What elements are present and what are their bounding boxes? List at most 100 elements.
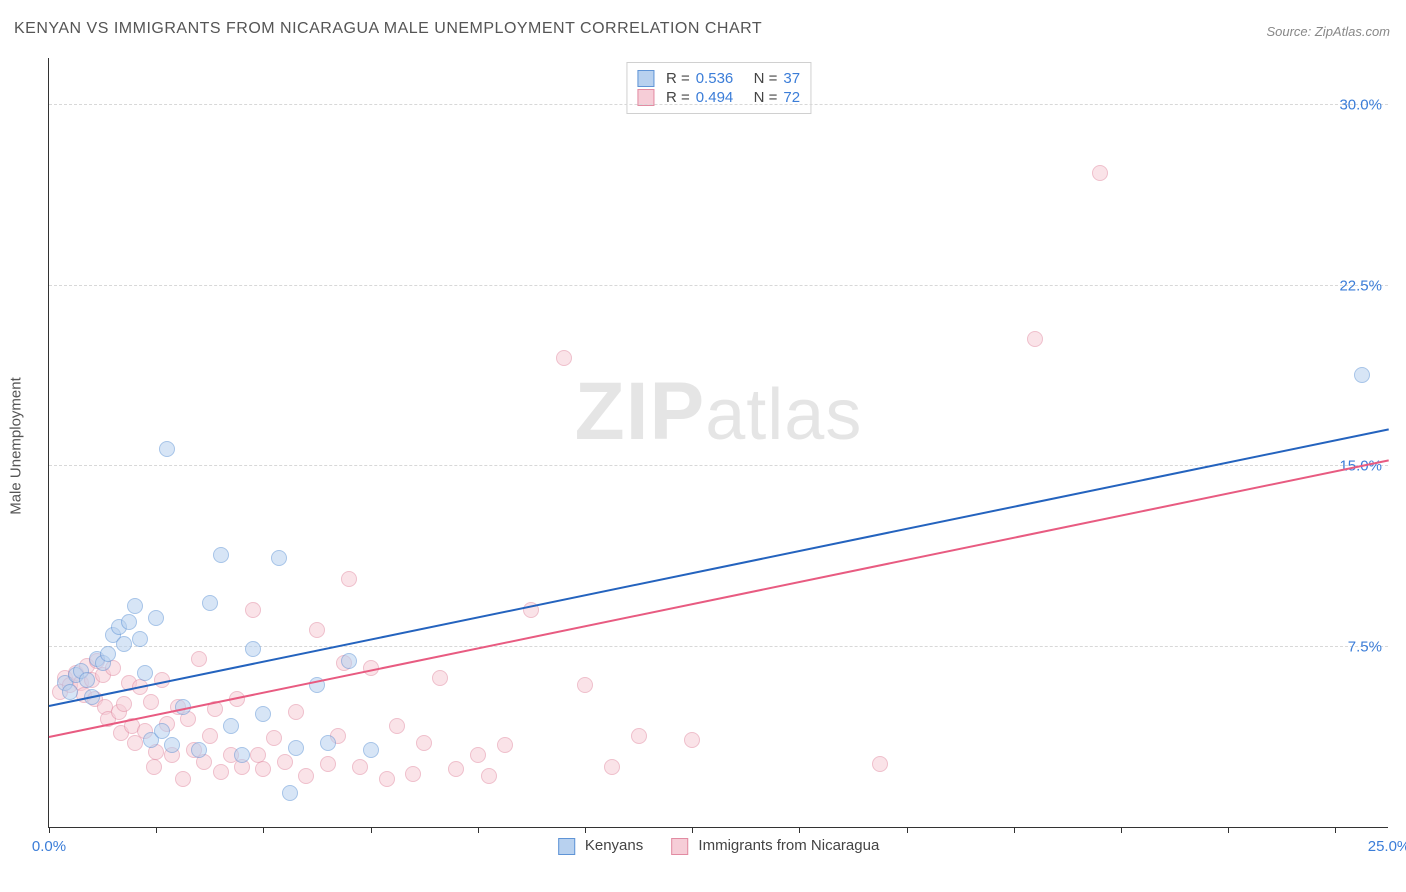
scatter-point-series2 [872, 756, 888, 772]
legend-correlation-box: R = 0.536 N = 37 R = 0.494 N = 72 [626, 62, 811, 114]
scatter-point-series1 [1354, 367, 1370, 383]
scatter-point-series2 [416, 735, 432, 751]
gridline [49, 104, 1388, 105]
scatter-point-series1 [271, 550, 287, 566]
legend-row: R = 0.536 N = 37 [637, 69, 800, 88]
scatter-point-series1 [100, 646, 116, 662]
scatter-point-series1 [245, 641, 261, 657]
scatter-point-series1 [154, 723, 170, 739]
scatter-point-series2 [470, 747, 486, 763]
legend-swatch-series1 [637, 70, 654, 87]
gridline [49, 285, 1388, 286]
y-axis-label: Male Unemployment [8, 377, 25, 515]
x-tick-mark [692, 827, 693, 833]
scatter-point-series1 [116, 636, 132, 652]
scatter-point-series2 [255, 761, 271, 777]
scatter-point-series2 [175, 771, 191, 787]
x-tick-label: 25.0% [1368, 838, 1406, 855]
scatter-point-series1 [132, 631, 148, 647]
legend-label: Immigrants from Nicaragua [698, 837, 879, 854]
x-tick-mark [263, 827, 264, 833]
source-attribution: Source: ZipAtlas.com [1266, 24, 1390, 39]
scatter-point-series1 [255, 706, 271, 722]
trendline-series1 [49, 428, 1389, 707]
scatter-point-series2 [481, 768, 497, 784]
scatter-point-series2 [116, 696, 132, 712]
scatter-plot-area: ZIPatlas R = 0.536 N = 37 R = 0.494 N = … [48, 58, 1388, 828]
x-tick-label: 0.0% [32, 838, 66, 855]
scatter-point-series1 [213, 547, 229, 563]
scatter-point-series1 [159, 441, 175, 457]
scatter-point-series2 [448, 761, 464, 777]
scatter-point-series2 [497, 737, 513, 753]
legend-item: Kenyans [558, 837, 644, 855]
scatter-point-series1 [191, 742, 207, 758]
n-value: 37 [783, 70, 800, 87]
gridline [49, 465, 1388, 466]
scatter-point-series1 [164, 737, 180, 753]
scatter-point-series2 [245, 602, 261, 618]
scatter-point-series2 [146, 759, 162, 775]
scatter-point-series2 [191, 651, 207, 667]
x-tick-mark [1228, 827, 1229, 833]
legend-item: Immigrants from Nicaragua [671, 837, 879, 855]
scatter-point-series1 [121, 614, 137, 630]
scatter-point-series2 [320, 756, 336, 772]
scatter-point-series1 [137, 665, 153, 681]
y-tick-label: 22.5% [1339, 277, 1382, 294]
r-value: 0.536 [696, 70, 734, 87]
scatter-point-series1 [223, 718, 239, 734]
x-tick-mark [156, 827, 157, 833]
x-tick-mark [371, 827, 372, 833]
scatter-point-series1 [234, 747, 250, 763]
watermark-light: atlas [705, 375, 862, 455]
scatter-point-series2 [379, 771, 395, 787]
legend-label: Kenyans [585, 837, 643, 854]
scatter-point-series2 [298, 768, 314, 784]
legend-series-names: Kenyans Immigrants from Nicaragua [558, 837, 880, 855]
scatter-point-series2 [266, 730, 282, 746]
legend-swatch-series1 [558, 838, 575, 855]
x-tick-mark [585, 827, 586, 833]
scatter-point-series2 [1027, 331, 1043, 347]
scatter-point-series1 [148, 610, 164, 626]
x-tick-mark [49, 827, 50, 833]
x-tick-mark [478, 827, 479, 833]
scatter-point-series2 [684, 732, 700, 748]
scatter-point-series2 [341, 571, 357, 587]
scatter-point-series2 [556, 350, 572, 366]
scatter-point-series1 [288, 740, 304, 756]
x-tick-mark [799, 827, 800, 833]
scatter-point-series2 [309, 622, 325, 638]
watermark-bold: ZIP [575, 366, 706, 457]
scatter-point-series2 [352, 759, 368, 775]
scatter-point-series2 [277, 754, 293, 770]
scatter-point-series1 [320, 735, 336, 751]
y-tick-label: 30.0% [1339, 97, 1382, 114]
x-tick-mark [907, 827, 908, 833]
scatter-point-series2 [432, 670, 448, 686]
scatter-point-series2 [143, 694, 159, 710]
n-label: N = [754, 70, 778, 87]
scatter-point-series1 [127, 598, 143, 614]
scatter-point-series1 [363, 742, 379, 758]
trendline-series2 [49, 459, 1389, 738]
scatter-point-series1 [282, 785, 298, 801]
scatter-point-series2 [577, 677, 593, 693]
x-tick-mark [1121, 827, 1122, 833]
scatter-point-series2 [389, 718, 405, 734]
scatter-point-series1 [62, 684, 78, 700]
scatter-point-series2 [631, 728, 647, 744]
scatter-point-series1 [202, 595, 218, 611]
scatter-point-series2 [213, 764, 229, 780]
x-tick-mark [1014, 827, 1015, 833]
legend-swatch-series2 [671, 838, 688, 855]
watermark: ZIPatlas [575, 365, 863, 459]
scatter-point-series1 [79, 672, 95, 688]
scatter-point-series2 [405, 766, 421, 782]
scatter-point-series2 [1092, 165, 1108, 181]
r-label: R = [666, 70, 690, 87]
x-tick-mark [1335, 827, 1336, 833]
scatter-point-series1 [341, 653, 357, 669]
scatter-point-series2 [202, 728, 218, 744]
